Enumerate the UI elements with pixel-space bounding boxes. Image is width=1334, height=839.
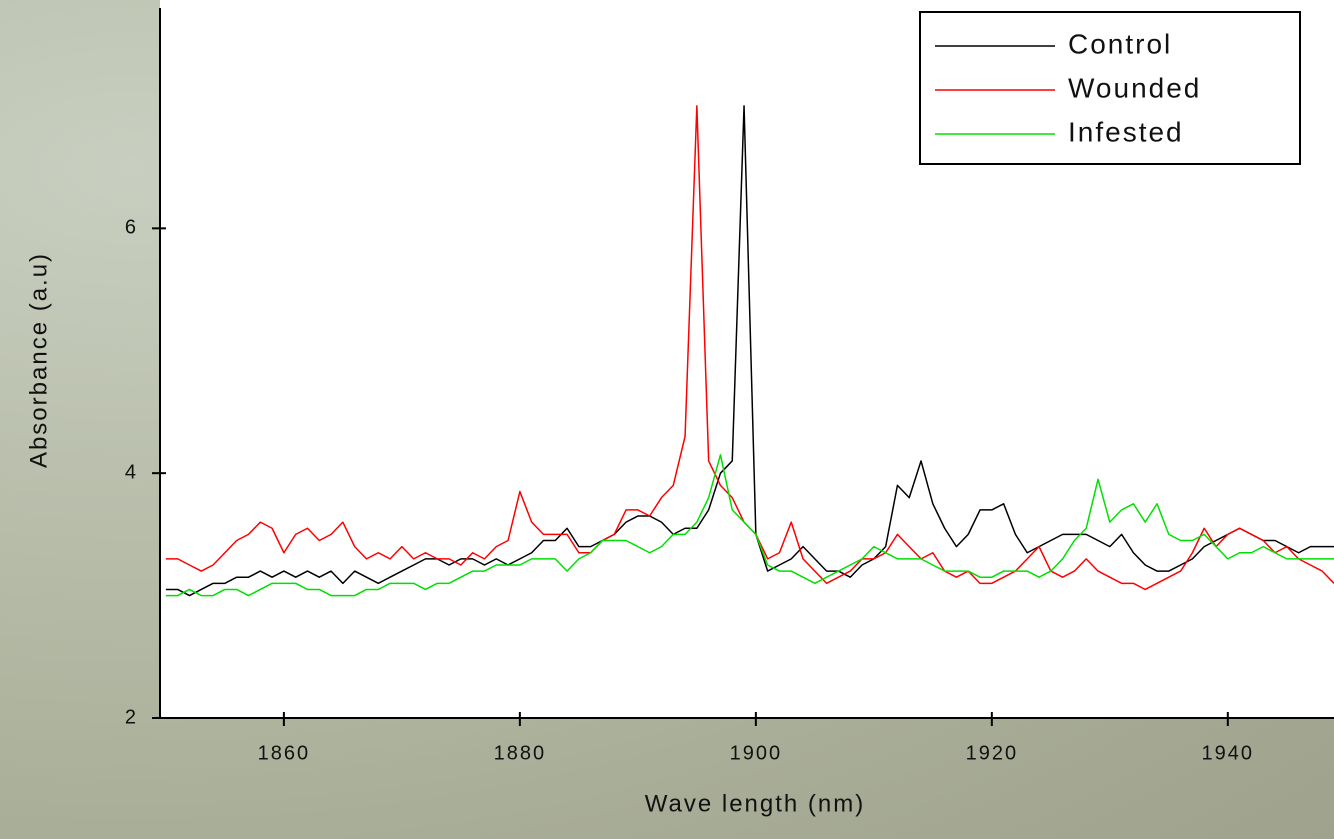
y-tick-label: 6 <box>125 217 138 239</box>
x-tick-label: 1920 <box>966 742 1019 764</box>
series-line <box>165 454 1334 597</box>
y-axis-label: Absorbance (a.u) <box>25 252 52 468</box>
x-tick-label: 1900 <box>730 742 783 764</box>
x-tick-label: 1880 <box>494 742 547 764</box>
legend-box <box>919 11 1301 165</box>
legend-label: Control <box>1068 28 1172 59</box>
y-tick-label: 4 <box>125 461 138 483</box>
x-axis-label: Wave length (nm) <box>645 790 866 817</box>
series-line <box>165 105 1334 597</box>
x-tick-label: 1940 <box>1202 742 1255 764</box>
legend-label: Infested <box>1068 116 1184 147</box>
lines <box>165 105 1334 597</box>
y-tick-label: 2 <box>125 706 138 728</box>
x-tick-label: 1860 <box>258 742 311 764</box>
legend-label: Wounded <box>1068 72 1201 103</box>
